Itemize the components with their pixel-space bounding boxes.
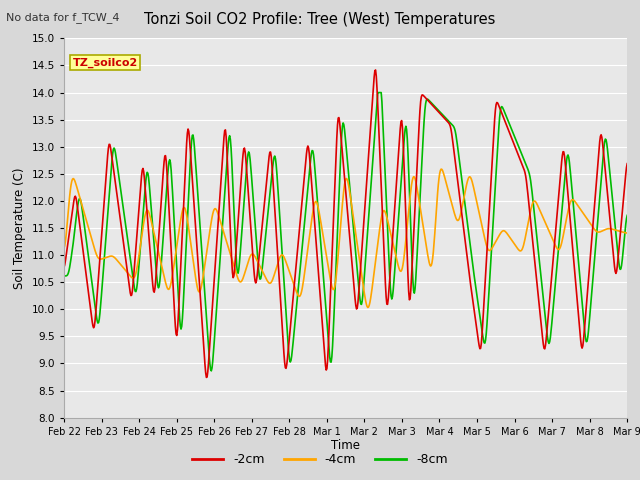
X-axis label: Time: Time [331, 439, 360, 453]
-8cm [403, 136, 411, 142]
-4cm [623, 230, 631, 236]
-8cm [623, 213, 631, 218]
Legend: -2cm, -4cm, -8cm: -2cm, -4cm, -8cm [187, 448, 453, 471]
-8cm [207, 368, 215, 374]
-8cm [547, 335, 554, 340]
-4cm [489, 244, 497, 250]
-2cm [372, 67, 380, 73]
-2cm [95, 274, 102, 279]
Text: Tonzi Soil CO2 Profile: Tree (West) Temperatures: Tonzi Soil CO2 Profile: Tree (West) Temp… [144, 12, 496, 27]
-2cm [60, 264, 68, 270]
-4cm [437, 166, 445, 172]
-2cm [623, 161, 631, 167]
-4cm [420, 226, 428, 231]
-4cm [60, 245, 68, 251]
-8cm [60, 273, 68, 279]
-2cm [547, 288, 554, 294]
-4cm [388, 235, 396, 241]
-8cm [95, 320, 102, 325]
-8cm [420, 117, 428, 122]
-4cm [403, 230, 410, 236]
-4cm [547, 231, 554, 237]
-2cm [388, 237, 396, 242]
Line: -8cm: -8cm [64, 93, 627, 371]
-8cm [489, 228, 497, 234]
-2cm [403, 255, 411, 261]
Y-axis label: Soil Temperature (C): Soil Temperature (C) [13, 167, 26, 289]
Text: No data for f_TCW_4: No data for f_TCW_4 [6, 12, 120, 23]
-2cm [202, 374, 210, 380]
Line: -4cm: -4cm [64, 169, 627, 308]
-4cm [95, 255, 102, 261]
-8cm [388, 294, 396, 300]
-2cm [489, 151, 497, 156]
-8cm [374, 90, 382, 96]
Text: TZ_soilco2: TZ_soilco2 [72, 58, 138, 68]
-2cm [420, 94, 428, 99]
-4cm [364, 305, 372, 311]
Line: -2cm: -2cm [64, 70, 627, 377]
